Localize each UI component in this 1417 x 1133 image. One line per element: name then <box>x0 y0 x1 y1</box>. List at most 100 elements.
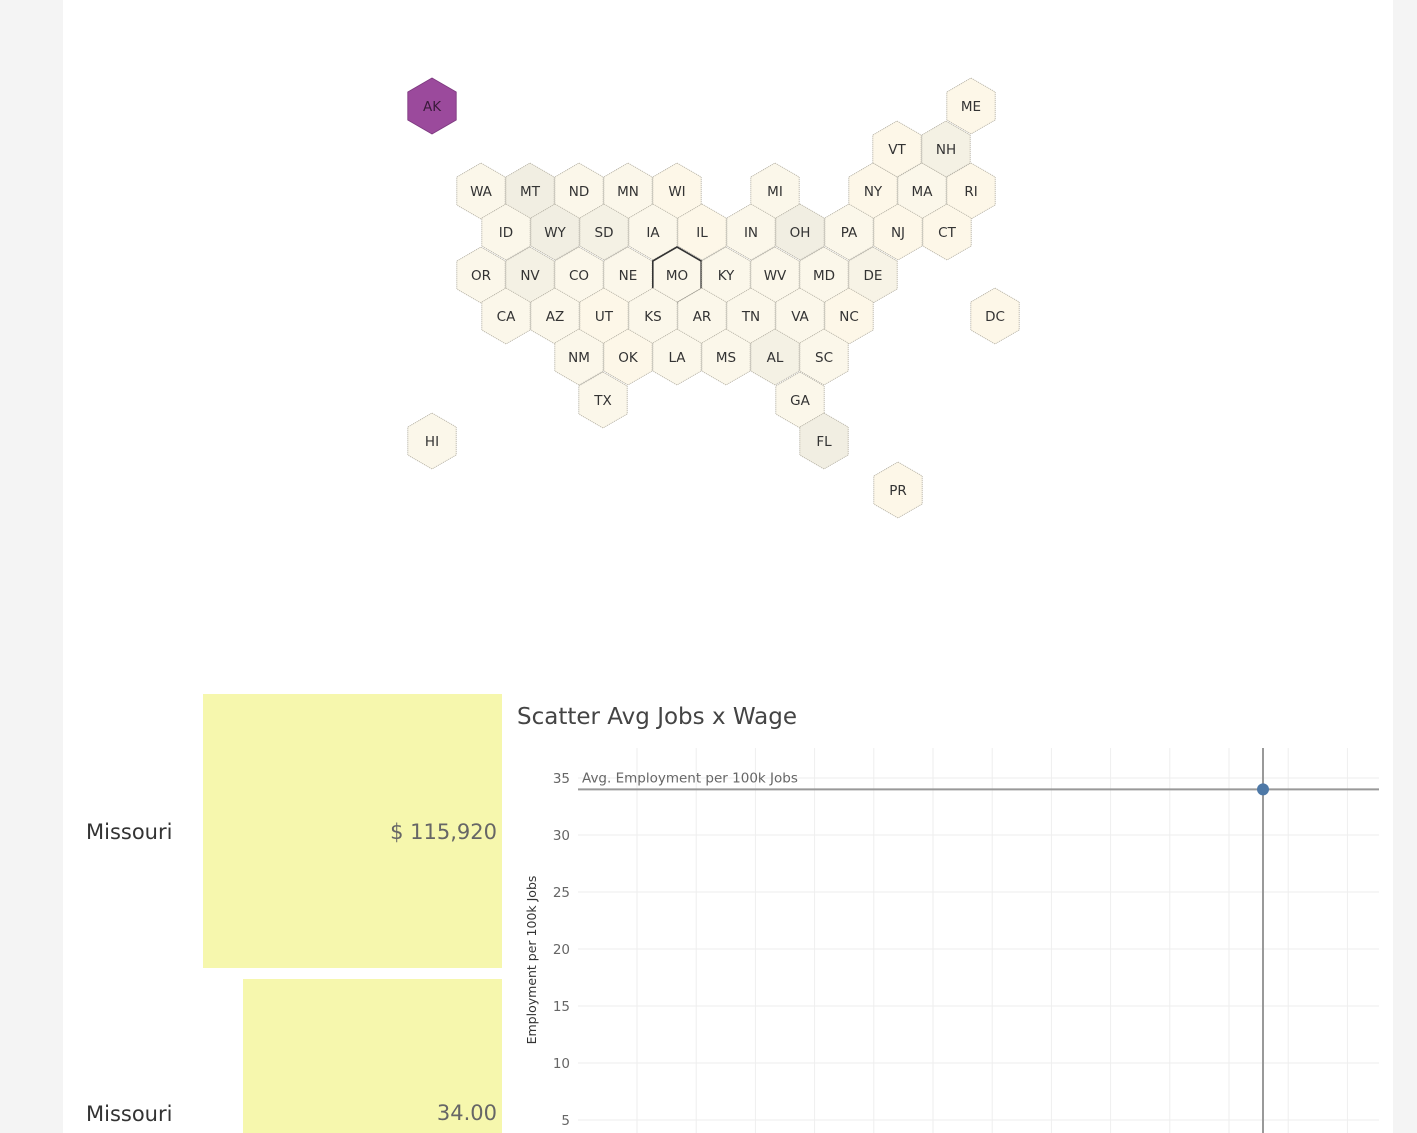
state-hex-ne[interactable]: NE <box>603 246 653 304</box>
state-code-label: GA <box>790 393 810 409</box>
state-code-label: VT <box>888 142 906 158</box>
hex-tile-map[interactable]: AK ME VT NH WA MT ND MN WI MI NY MA RI ID WY SD IA IL IN OH… <box>0 0 1417 560</box>
state-code-label: SC <box>815 350 833 366</box>
state-code-label: NJ <box>891 225 905 241</box>
scatter-point[interactable] <box>1257 783 1269 796</box>
state-code-label: AL <box>767 350 784 366</box>
y-axis-title: Employment per 100k Jobs <box>524 876 539 1045</box>
state-hex-sd[interactable]: SD <box>579 203 629 261</box>
state-hex-tx[interactable]: TX <box>578 371 628 429</box>
state-hex-mi[interactable]: MI <box>750 162 800 220</box>
state-code-label: ME <box>961 99 981 115</box>
state-hex-co[interactable]: CO <box>554 246 604 304</box>
state-code-label: CT <box>938 225 956 241</box>
state-hex-id[interactable]: ID <box>481 203 531 261</box>
state-code-label: VA <box>791 309 809 325</box>
state-hex-mn[interactable]: MN <box>603 162 653 220</box>
y-tick-label: 25 <box>553 885 570 901</box>
state-hex-ar[interactable]: AR <box>677 287 727 345</box>
state-hex-ms[interactable]: MS <box>701 328 751 386</box>
state-hex-ut[interactable]: UT <box>579 287 629 345</box>
kpi-wage-value: $ 115,920 <box>390 820 497 844</box>
state-code-label: MI <box>767 184 783 200</box>
state-hex-md[interactable]: MD <box>799 246 849 304</box>
state-code-label: AR <box>693 309 712 325</box>
state-hex-mo[interactable]: MO <box>651 246 703 304</box>
state-code-label: IL <box>696 225 708 241</box>
reference-line-label: Avg. Employment per 100k Jobs <box>582 770 798 786</box>
state-hex-me[interactable]: ME <box>946 77 996 135</box>
state-hex-tn[interactable]: TN <box>726 287 776 345</box>
state-code-label: TN <box>741 309 760 325</box>
state-hex-mt[interactable]: MT <box>505 162 555 220</box>
y-tick-label: 10 <box>553 1056 570 1072</box>
state-code-label: NY <box>864 184 883 200</box>
state-hex-nh[interactable]: NH <box>921 120 971 178</box>
state-code-label: KS <box>644 309 661 325</box>
state-code-label: HI <box>425 434 439 450</box>
state-code-label: MS <box>716 350 736 366</box>
state-code-label: WI <box>668 184 685 200</box>
state-hex-nm[interactable]: NM <box>554 328 604 386</box>
state-hex-ny[interactable]: NY <box>848 162 898 220</box>
state-hex-de[interactable]: DE <box>848 246 898 304</box>
state-hex-al[interactable]: AL <box>750 328 800 386</box>
y-tick-label: 35 <box>553 771 570 787</box>
kpi-employment-box[interactable]: 34.00 <box>243 979 502 1133</box>
state-hex-il[interactable]: IL <box>677 203 727 261</box>
state-hex-nc[interactable]: NC <box>824 287 874 345</box>
state-code-label: AK <box>423 99 442 115</box>
state-code-label: LA <box>668 350 686 366</box>
state-hex-ct[interactable]: CT <box>922 203 972 261</box>
kpi-wage-box[interactable]: $ 115,920 <box>203 694 502 968</box>
state-hex-ok[interactable]: OK <box>603 328 653 386</box>
state-hex-ak[interactable]: AK <box>407 77 457 135</box>
state-code-label: PR <box>889 483 907 499</box>
state-hex-fl[interactable]: FL <box>799 412 849 470</box>
state-code-label: FL <box>816 434 832 450</box>
state-code-label: DE <box>864 268 883 284</box>
state-hex-wy[interactable]: WY <box>530 203 580 261</box>
state-hex-ca[interactable]: CA <box>481 287 531 345</box>
state-code-label: CO <box>569 268 589 284</box>
state-hex-dc[interactable]: DC <box>970 287 1020 345</box>
state-hex-ri[interactable]: RI <box>946 162 996 220</box>
y-tick-label: 15 <box>553 999 570 1015</box>
state-code-label: DC <box>985 309 1005 325</box>
state-code-label: WV <box>764 268 787 284</box>
state-code-label: WY <box>544 225 566 241</box>
state-code-label: OH <box>790 225 811 241</box>
state-hex-vt[interactable]: VT <box>872 120 922 178</box>
state-hex-or[interactable]: OR <box>456 246 506 304</box>
state-hex-ma[interactable]: MA <box>897 162 947 220</box>
state-hex-va[interactable]: VA <box>775 287 825 345</box>
state-hex-pr[interactable]: PR <box>873 461 923 519</box>
state-code-label: PA <box>841 225 858 241</box>
state-code-label: UT <box>595 309 614 325</box>
scatter-title: Scatter Avg Jobs x Wage <box>517 704 797 730</box>
state-hex-oh[interactable]: OH <box>775 203 825 261</box>
state-hex-ia[interactable]: IA <box>628 203 678 261</box>
state-code-label: NH <box>936 142 956 158</box>
state-hex-pa[interactable]: PA <box>824 203 874 261</box>
y-tick-label: 30 <box>553 828 570 844</box>
state-hex-nj[interactable]: NJ <box>873 203 923 261</box>
state-hex-ga[interactable]: GA <box>775 371 825 429</box>
state-hex-az[interactable]: AZ <box>530 287 580 345</box>
state-hex-ky[interactable]: KY <box>701 246 751 304</box>
state-code-label: IN <box>744 225 758 241</box>
state-hex-sc[interactable]: SC <box>799 328 849 386</box>
state-hex-hi[interactable]: HI <box>407 412 457 470</box>
state-hex-ks[interactable]: KS <box>628 287 678 345</box>
scatter-chart[interactable]: 35 30 25 20 15 10 5 Employment per 100k Jobs Avg… <box>505 740 1385 1133</box>
state-hex-in[interactable]: IN <box>726 203 776 261</box>
state-hex-nd[interactable]: ND <box>554 162 604 220</box>
state-hex-wi[interactable]: WI <box>652 162 702 220</box>
state-code-label: NV <box>520 268 540 284</box>
state-hex-la[interactable]: LA <box>652 328 702 386</box>
state-hex-wa[interactable]: WA <box>456 162 506 220</box>
state-code-label: NE <box>619 268 638 284</box>
state-code-label: MA <box>912 184 934 200</box>
state-hex-nv[interactable]: NV <box>505 246 555 304</box>
state-hex-wv[interactable]: WV <box>750 246 800 304</box>
